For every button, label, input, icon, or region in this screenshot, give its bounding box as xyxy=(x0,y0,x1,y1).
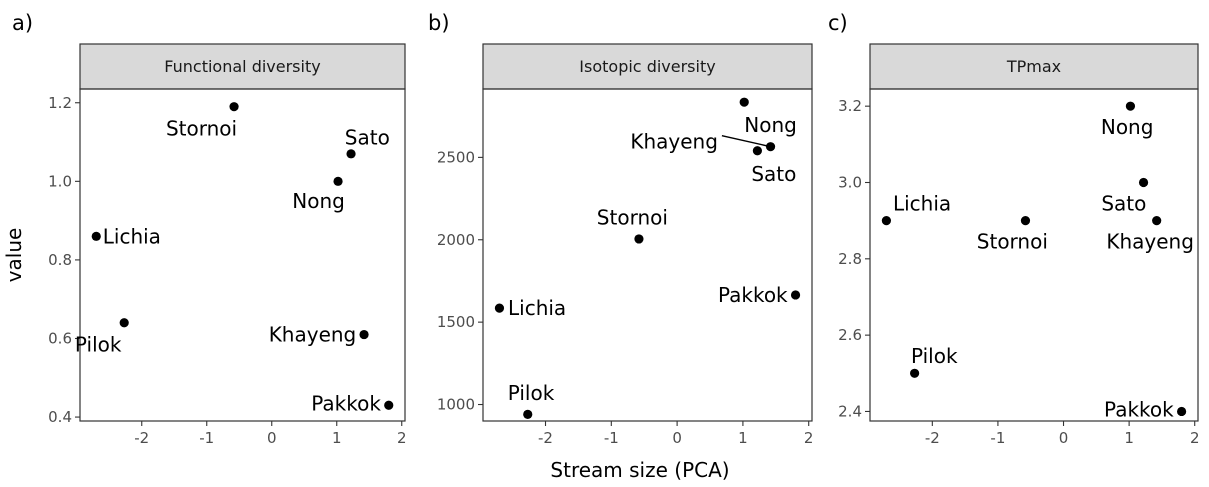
data-point xyxy=(765,142,776,152)
point-label: Sato xyxy=(751,162,796,186)
point-label: Khayeng xyxy=(269,323,357,347)
x-tick-label: -1 xyxy=(199,429,214,447)
data-point xyxy=(494,303,505,313)
panel-tag: b) xyxy=(428,11,450,35)
x-tick-label: -2 xyxy=(925,429,940,447)
x-tick-label: -2 xyxy=(538,429,553,447)
data-point xyxy=(523,409,533,420)
x-tick-label: 0 xyxy=(267,429,277,447)
data-point xyxy=(359,329,369,340)
x-tick-label: 1 xyxy=(1124,429,1134,447)
panel-tag: a) xyxy=(12,11,33,35)
data-point xyxy=(333,176,343,186)
data-point xyxy=(91,231,101,241)
x-tick-label: 2 xyxy=(804,429,814,447)
data-point xyxy=(881,216,892,226)
y-axis-title: value xyxy=(2,228,26,283)
point-label: Pilok xyxy=(75,332,122,356)
y-tick-label: 3.0 xyxy=(838,173,862,191)
x-tick-label: -1 xyxy=(604,429,619,447)
point-label: Stornoi xyxy=(597,206,668,230)
facet-strip xyxy=(79,43,406,90)
x-tick-label: 2 xyxy=(397,429,407,447)
data-point xyxy=(790,290,801,300)
x-tick-label: 1 xyxy=(332,429,342,447)
facet-strip xyxy=(482,43,813,90)
y-tick-label: 2500 xyxy=(437,148,475,166)
data-point xyxy=(1152,216,1162,226)
panel-border xyxy=(869,88,1199,422)
point-label: Nong xyxy=(292,189,345,213)
label-leader-line xyxy=(721,135,771,148)
point-label: Pakkok xyxy=(311,391,381,415)
x-axis-title: Stream size (PCA) xyxy=(550,458,729,482)
data-point xyxy=(346,149,356,159)
data-point xyxy=(1020,216,1031,226)
point-label: Lichia xyxy=(893,191,951,215)
x-tick-label: -2 xyxy=(134,429,149,447)
data-point xyxy=(752,146,762,156)
point-label: Pakkok xyxy=(718,283,788,307)
y-tick-label: 0.4 xyxy=(48,408,72,426)
data-point xyxy=(1138,177,1149,188)
y-tick-label: 1.2 xyxy=(48,94,72,112)
y-tick-label: 2.6 xyxy=(838,326,862,344)
point-label: Sato xyxy=(345,125,390,149)
point-label: Pilok xyxy=(508,381,555,405)
x-tick-label: 0 xyxy=(672,429,682,447)
data-point xyxy=(910,368,920,378)
x-tick-label: 2 xyxy=(1190,429,1200,447)
y-tick-label: 1500 xyxy=(437,313,475,331)
point-label: Nong xyxy=(744,113,797,137)
facet-title: TPmax xyxy=(1006,57,1061,76)
panel-tag: c) xyxy=(828,11,848,35)
point-label: Sato xyxy=(1101,191,1146,215)
data-point xyxy=(1125,101,1136,111)
y-tick-label: 2000 xyxy=(437,231,475,249)
data-point xyxy=(119,318,129,328)
y-tick-label: 0.8 xyxy=(48,251,72,269)
data-point xyxy=(739,97,749,107)
point-label: Lichia xyxy=(103,224,161,248)
x-tick-label: 0 xyxy=(1059,429,1069,447)
y-tick-label: 3.2 xyxy=(838,97,862,115)
facet-title: Functional diversity xyxy=(164,57,320,76)
point-label: Pilok xyxy=(911,344,958,368)
y-tick-label: 1000 xyxy=(437,396,475,414)
point-label: Stornoi xyxy=(977,230,1048,254)
y-tick-label: 2.8 xyxy=(838,250,862,268)
point-label: Khayeng xyxy=(630,130,718,154)
data-point xyxy=(1177,406,1187,417)
point-label: Khayeng xyxy=(1106,230,1194,254)
point-label: Lichia xyxy=(508,296,566,320)
data-point xyxy=(384,400,394,410)
point-label: Stornoi xyxy=(166,116,237,140)
facet-strip xyxy=(869,43,1199,90)
y-tick-label: 0.6 xyxy=(48,329,72,347)
x-tick-label: 1 xyxy=(738,429,748,447)
facet-title: Isotopic diversity xyxy=(579,57,715,76)
panel-border xyxy=(79,88,406,422)
data-point xyxy=(634,234,644,244)
y-tick-label: 1.0 xyxy=(48,172,72,190)
x-tick-label: -1 xyxy=(990,429,1005,447)
panel-border xyxy=(482,88,813,422)
point-label: Nong xyxy=(1101,115,1154,139)
point-label: Pakkok xyxy=(1104,398,1174,422)
y-tick-label: 2.4 xyxy=(838,402,862,420)
data-point xyxy=(229,102,239,112)
